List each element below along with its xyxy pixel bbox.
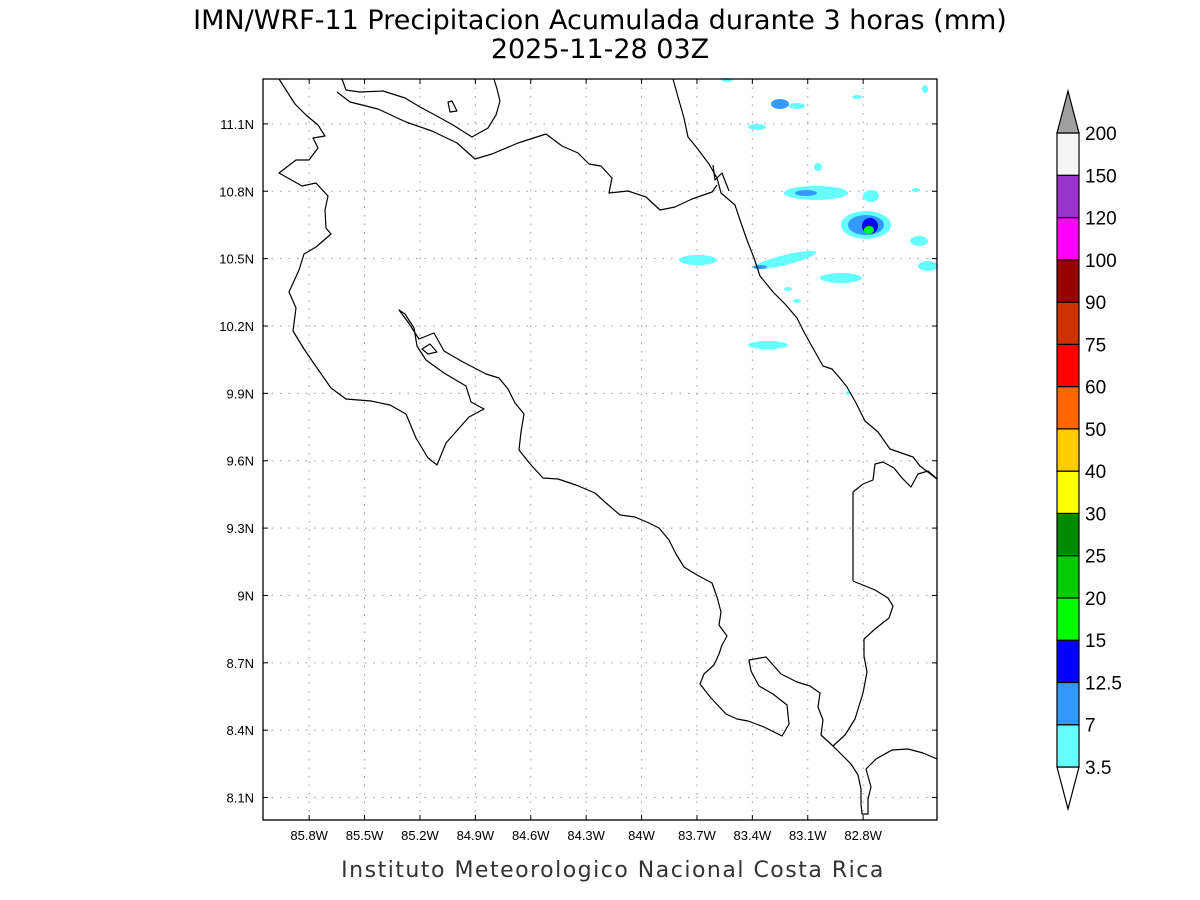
- caribbean-coast: [672, 78, 938, 480]
- lon-tick-label: 83.1W: [789, 828, 827, 843]
- coastlines: [278, 78, 938, 815]
- precip-cell: [679, 255, 717, 265]
- lat-tick-label: 9.9N: [227, 386, 254, 401]
- precipitation-field: [679, 78, 938, 395]
- credit-text: Instituto Meteorologico Nacional Costa R…: [341, 858, 885, 883]
- precip-cell: [912, 188, 920, 192]
- precip-cell: [918, 261, 938, 271]
- map-title: IMN/WRF-11 Precipitacion Acumulada duran…: [193, 5, 1007, 36]
- lat-tick-label: 9.3N: [227, 521, 254, 536]
- island-gulf: [421, 343, 438, 355]
- map-datetime: 2025-11-28 03Z: [491, 34, 709, 65]
- precipitation-colorbar: 3.5 7 12.5 15 20 25 30 40 50 60 75 90 100 120 150 200: [1056, 88, 1122, 812]
- lon-tick-label: 84.3W: [567, 828, 605, 843]
- colorbar-label: 20: [1085, 589, 1106, 610]
- lat-tick-label: 10.8N: [219, 184, 254, 199]
- lon-tick-label: 84W: [628, 828, 655, 843]
- nicaragua-border: [336, 91, 718, 211]
- lon-tick-label: 85.5W: [346, 828, 384, 843]
- precip-cell: [748, 341, 788, 349]
- longitude-tick-labels: 85.8W 85.5W 85.2W 84.9W 84.6W 84.3W 84W 83.7W 83…: [290, 79, 883, 843]
- precip-cell: [753, 250, 817, 270]
- colorbar-bin: [1056, 639, 1080, 684]
- lon-tick-label: 84.9W: [457, 828, 495, 843]
- colorbar-bin: [1056, 132, 1080, 176]
- colorbar-label: 25: [1085, 547, 1106, 568]
- precip-cell: [846, 391, 850, 395]
- colorbar-label: 50: [1085, 420, 1106, 441]
- precip-cell: [793, 299, 801, 303]
- colorbar-bin: [1056, 724, 1080, 768]
- precip-cell: [864, 226, 874, 234]
- latitude-tick-labels: 11.1N 10.8N 10.5N 10.2N 9.9N 9.6N 9.3N 9N 8.7N 8.…: [219, 117, 937, 806]
- colorbar-under-triangle: [1056, 766, 1080, 812]
- colorbar-label: 200: [1085, 124, 1117, 145]
- colorbar-label: 90: [1085, 293, 1106, 314]
- lon-tick-label: 85.8W: [290, 828, 328, 843]
- precip-cell: [910, 236, 928, 246]
- colorbar-label: 3.5: [1085, 758, 1111, 779]
- colorbar-label: 7: [1085, 716, 1096, 737]
- panama-border: [852, 461, 938, 581]
- lon-tick-label: 82.8W: [844, 828, 882, 843]
- colorbar-label: 12.5: [1085, 673, 1122, 694]
- colorbar-label: 75: [1085, 335, 1106, 356]
- colorbar-label: 150: [1085, 166, 1117, 187]
- precip-cell: [922, 85, 928, 93]
- precip-cell: [771, 99, 789, 109]
- map-frame: [262, 78, 938, 821]
- colorbar-label: 120: [1085, 209, 1117, 230]
- precip-cell: [795, 190, 817, 196]
- lat-tick-label: 10.5N: [219, 252, 254, 267]
- colorbar-bin: [1056, 301, 1080, 345]
- colorbar-label: 30: [1085, 504, 1106, 525]
- lon-tick-label: 85.2W: [401, 828, 439, 843]
- lon-tick-label: 83.7W: [678, 828, 716, 843]
- map-panel: 85.8W 85.5W 85.2W 84.9W 84.6W 84.3W 84W 83.7W 83…: [219, 78, 938, 843]
- precip-cell: [753, 265, 767, 269]
- colorbar-bin: [1056, 343, 1080, 388]
- panama-coast: [832, 580, 894, 747]
- colorbar-bin: [1056, 259, 1080, 303]
- lat-tick-label: 9N: [237, 588, 254, 603]
- lat-tick-label: 8.4N: [227, 723, 254, 738]
- colorbar-label: 15: [1085, 631, 1106, 652]
- island-north: [447, 100, 458, 113]
- lat-tick-label: 11.1N: [220, 117, 254, 132]
- colorbar-bin: [1056, 216, 1080, 261]
- precip-cell: [784, 287, 792, 291]
- colorbar-bin: [1056, 386, 1080, 430]
- precip-cell: [789, 103, 805, 109]
- lat-tick-label: 8.7N: [227, 656, 254, 671]
- nicaragua-coast-north: [341, 78, 501, 138]
- lon-tick-label: 83.4W: [734, 828, 772, 843]
- colorbar-bin: [1056, 512, 1080, 557]
- map-background: [263, 79, 937, 820]
- precip-cell: [814, 163, 822, 171]
- precip-cell: [852, 95, 862, 99]
- costa-rica-outline: [278, 78, 938, 815]
- precip-cell: [748, 124, 766, 130]
- colorbar-bin: [1056, 174, 1080, 219]
- colorbar-over-triangle: [1056, 88, 1080, 134]
- colorbar-bin: [1056, 470, 1080, 514]
- colorbar-label: 100: [1085, 251, 1117, 272]
- lon-tick-label: 84.6W: [512, 828, 550, 843]
- colorbar-bin: [1056, 428, 1080, 472]
- map-gridlines: [263, 79, 937, 820]
- colorbar-bin: [1056, 597, 1080, 641]
- colorbar-bin: [1056, 681, 1080, 726]
- colorbar-label: 40: [1085, 462, 1106, 483]
- colorbar-bin: [1056, 555, 1080, 599]
- precip-cell: [820, 273, 862, 283]
- lat-tick-label: 9.6N: [227, 454, 254, 469]
- precip-cell: [863, 190, 879, 202]
- coast-detail-ne: [712, 164, 730, 192]
- lat-tick-label: 10.2N: [219, 319, 254, 334]
- colorbar-label: 60: [1085, 378, 1106, 399]
- lat-tick-label: 8.1N: [227, 791, 254, 806]
